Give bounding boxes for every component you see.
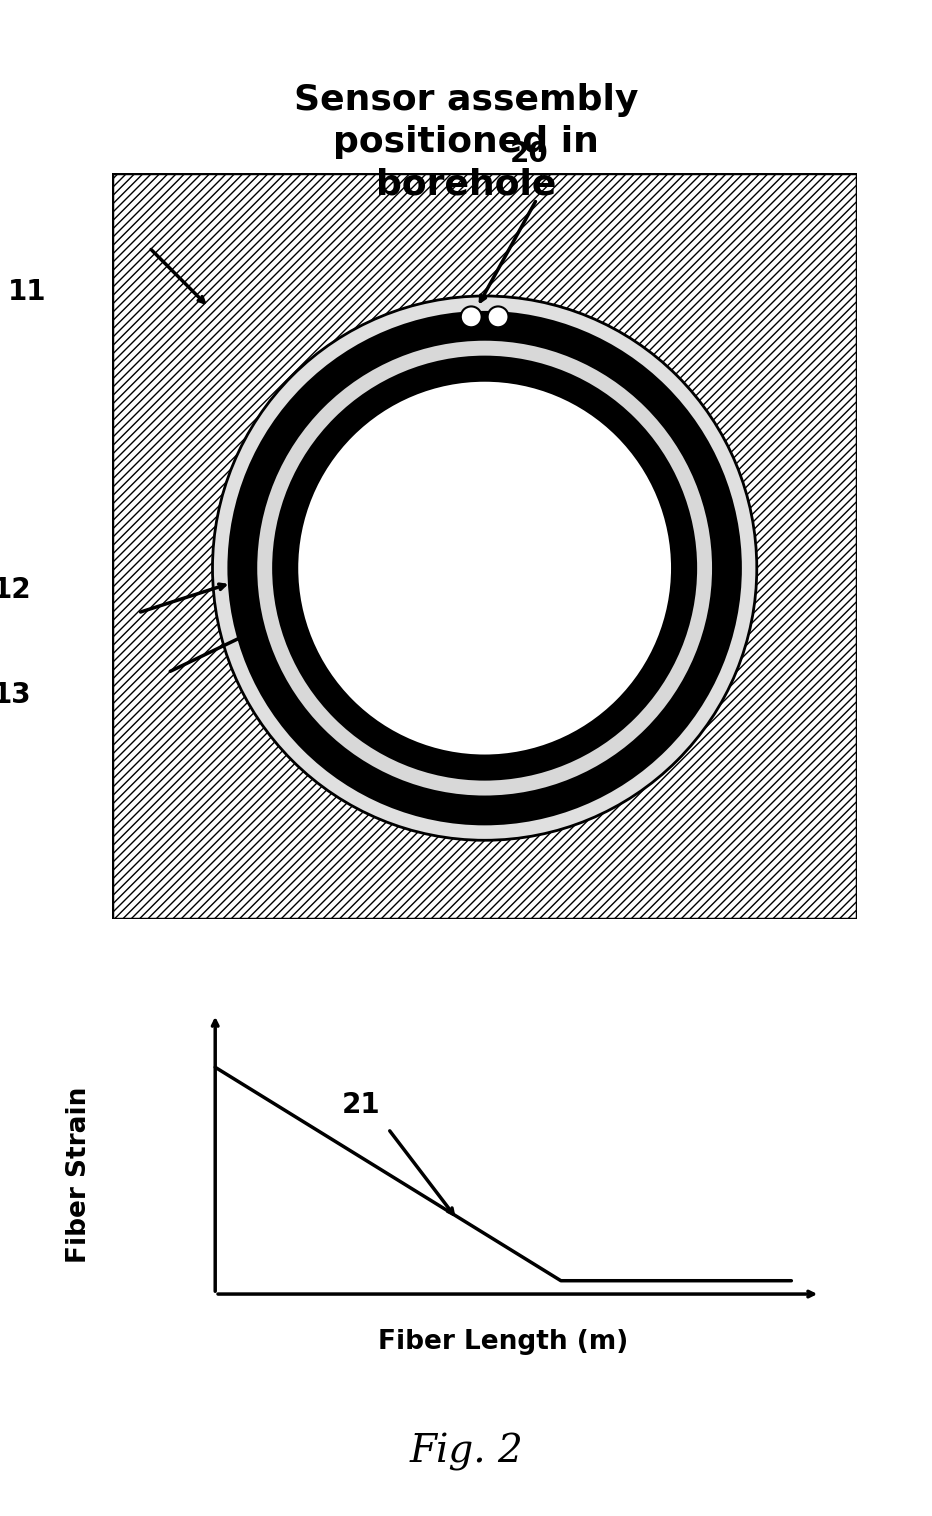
Text: 20: 20 [510,139,549,168]
Text: 13: 13 [0,681,31,709]
Text: 11: 11 [7,279,46,306]
Circle shape [487,306,509,327]
Text: Fiber Strain: Fiber Strain [66,1087,92,1263]
Circle shape [460,306,482,327]
Circle shape [272,356,697,781]
Circle shape [212,296,757,840]
Text: 21: 21 [342,1090,380,1119]
Text: 12: 12 [0,576,31,605]
Circle shape [298,382,671,755]
Circle shape [257,341,712,796]
Text: Fig. 2: Fig. 2 [409,1433,523,1472]
Text: Fiber Length (m): Fiber Length (m) [378,1328,628,1355]
Text: Sensor assembly
positioned in
borehole: Sensor assembly positioned in borehole [294,83,638,202]
Circle shape [227,311,742,825]
Circle shape [212,296,757,840]
